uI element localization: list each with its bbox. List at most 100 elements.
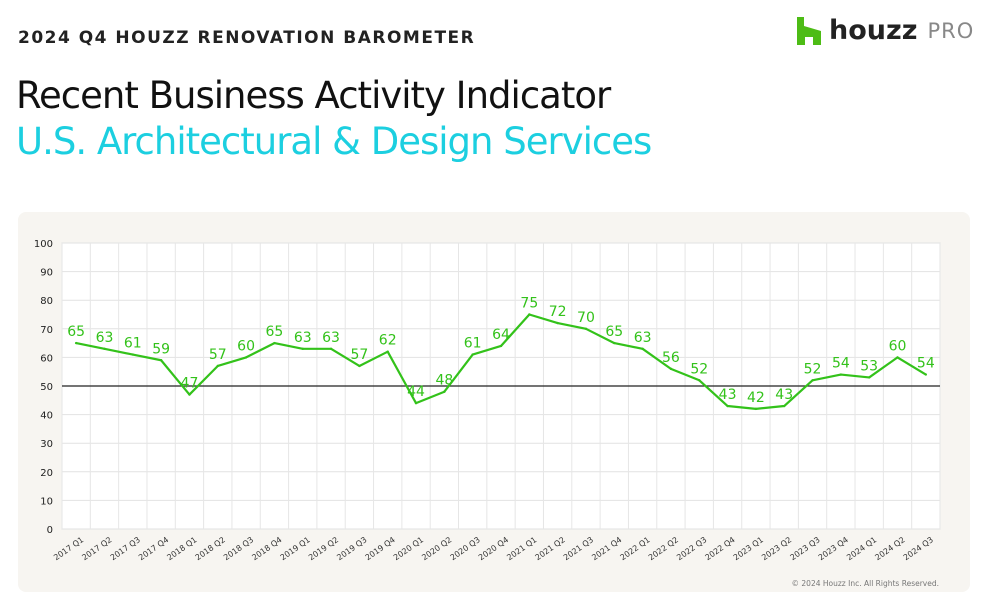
data-point <box>698 379 701 382</box>
report-eyebrow: 2024 Q4 HOUZZ RENOVATION BAROMETER <box>18 28 476 48</box>
data-point <box>273 341 276 345</box>
x-tick-label: 2019 Q1 <box>279 535 312 562</box>
y-tick-label: 60 <box>40 353 53 364</box>
data-label: 59 <box>152 341 170 357</box>
data-point <box>754 407 758 411</box>
data-label: 57 <box>350 347 368 363</box>
data-label: 54 <box>917 356 935 372</box>
x-tick-label: 2017 Q1 <box>52 535 85 562</box>
data-label: 52 <box>690 361 708 377</box>
y-tick-label: 30 <box>40 439 53 450</box>
x-tick-label: 2019 Q3 <box>335 535 368 562</box>
data-label: 61 <box>124 336 142 352</box>
x-tick-label: 2021 Q1 <box>505 535 538 562</box>
x-tick-label: 2023 Q4 <box>817 535 850 562</box>
data-point <box>471 353 474 356</box>
data-point <box>443 390 446 393</box>
data-point <box>131 353 135 356</box>
x-tick-label: 2024 Q1 <box>845 535 878 562</box>
x-tick-label: 2019 Q4 <box>364 535 397 562</box>
x-tick-label: 2021 Q4 <box>590 535 623 562</box>
x-tick-label: 2023 Q1 <box>732 535 765 562</box>
data-label: 72 <box>549 304 567 320</box>
data-label: 60 <box>889 338 907 354</box>
houzz-house-icon <box>797 16 821 45</box>
data-label: 65 <box>605 324 623 340</box>
data-point <box>556 321 559 325</box>
data-label: 43 <box>719 387 737 403</box>
x-tick-label: 2019 Q2 <box>307 535 340 562</box>
x-tick-label: 2024 Q2 <box>873 535 906 562</box>
copyright: © 2024 Houzz Inc. All Rights Reserved. <box>791 579 939 588</box>
data-point <box>528 313 531 316</box>
data-point <box>74 341 78 345</box>
data-label: 62 <box>379 333 397 349</box>
data-point <box>811 379 814 382</box>
x-tick-label: 2022 Q3 <box>675 535 708 562</box>
x-tick-label: 2017 Q3 <box>109 535 142 562</box>
y-tick-label: 80 <box>40 296 53 307</box>
x-tick-label: 2022 Q4 <box>703 535 736 562</box>
x-tick-label: 2022 Q1 <box>619 535 652 562</box>
data-point <box>584 327 588 330</box>
x-tick-label: 2018 Q4 <box>250 535 283 562</box>
data-label: 70 <box>577 310 595 326</box>
y-tick-label: 0 <box>47 525 53 536</box>
data-point <box>329 347 333 351</box>
data-label: 65 <box>67 324 85 340</box>
data-label: 42 <box>747 390 765 406</box>
data-label: 56 <box>662 350 680 366</box>
data-point <box>159 359 163 362</box>
data-label: 63 <box>294 330 312 346</box>
data-label: 47 <box>181 376 199 392</box>
x-tick-label: 2018 Q2 <box>194 535 227 562</box>
data-point <box>641 347 644 351</box>
data-label: 63 <box>322 330 340 346</box>
data-point <box>216 364 219 368</box>
y-tick-label: 90 <box>40 268 53 279</box>
data-point <box>669 367 673 371</box>
data-label: 65 <box>266 324 284 340</box>
x-tick-label: 2020 Q2 <box>420 535 453 562</box>
y-tick-label: 50 <box>40 382 53 393</box>
y-tick-label: 10 <box>40 496 53 507</box>
data-point <box>414 401 418 405</box>
x-tick-label: 2018 Q1 <box>165 535 198 562</box>
data-point <box>188 393 191 396</box>
data-label: 61 <box>464 336 482 352</box>
data-point <box>896 356 899 359</box>
houzz-pro-logo: houzz PRO <box>797 15 974 46</box>
data-point <box>386 350 389 353</box>
data-point <box>499 344 503 348</box>
x-tick-label: 2024 Q3 <box>902 535 935 562</box>
data-point <box>244 356 248 359</box>
data-label: 75 <box>520 296 538 312</box>
y-tick-label: 20 <box>40 468 53 479</box>
data-point <box>867 376 871 379</box>
data-label: 63 <box>634 330 652 346</box>
data-label: 44 <box>407 384 425 400</box>
data-label: 43 <box>775 387 793 403</box>
y-tick-label: 40 <box>40 411 53 422</box>
data-label: 52 <box>804 361 822 377</box>
y-tick-label: 70 <box>40 325 53 336</box>
logo-suffix: PRO <box>927 18 975 43</box>
data-label: 60 <box>237 338 255 354</box>
data-label: 48 <box>435 373 453 389</box>
data-point <box>726 404 729 408</box>
logo-word: houzz <box>829 15 918 46</box>
x-tick-label: 2020 Q3 <box>449 535 482 562</box>
data-point <box>924 373 928 376</box>
data-point <box>839 373 843 376</box>
x-tick-label: 2018 Q3 <box>222 535 255 562</box>
data-point <box>103 347 106 351</box>
data-label: 57 <box>209 347 227 363</box>
x-tick-label: 2021 Q2 <box>534 535 567 562</box>
x-tick-label: 2023 Q2 <box>760 535 793 562</box>
x-tick-label: 2017 Q2 <box>80 535 113 562</box>
data-label: 63 <box>96 330 114 346</box>
page-title: Recent Business Activity Indicator <box>16 74 611 117</box>
x-tick-label: 2020 Q1 <box>392 535 425 562</box>
data-point <box>783 404 786 408</box>
